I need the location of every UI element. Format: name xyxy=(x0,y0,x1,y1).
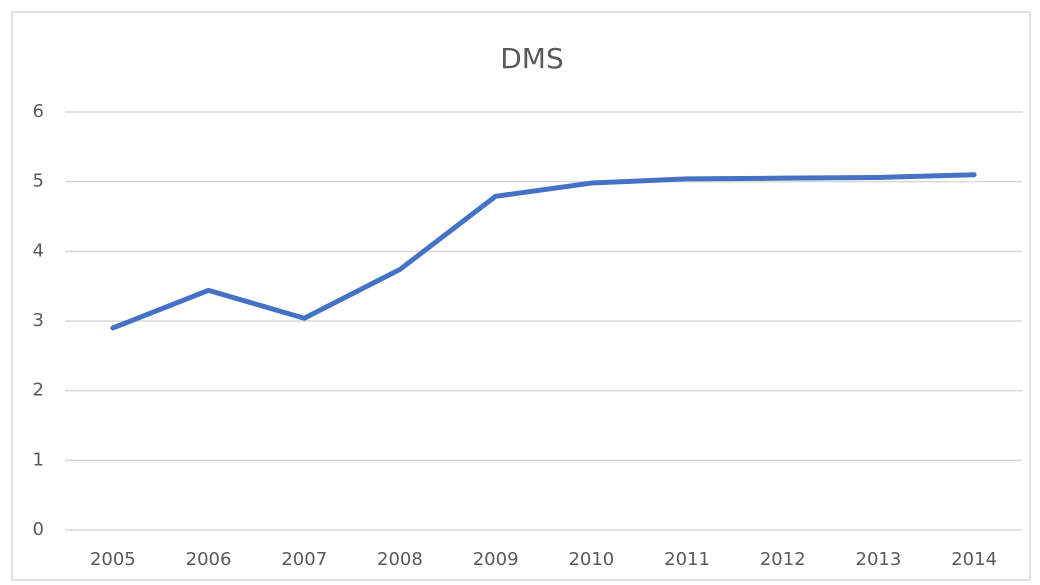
x-tick-label: 2007 xyxy=(281,549,327,570)
y-tick-label: 0 xyxy=(33,519,44,540)
y-tick-label: 6 xyxy=(33,101,44,122)
x-tick-label: 2014 xyxy=(951,549,997,570)
x-tick-label: 2011 xyxy=(664,549,710,570)
x-tick-label: 2010 xyxy=(568,549,614,570)
chart-frame xyxy=(11,11,1031,581)
y-tick-label: 4 xyxy=(33,240,44,261)
chart-title: DMS xyxy=(500,42,564,75)
x-tick-label: 2006 xyxy=(186,549,232,570)
x-tick-label: 2008 xyxy=(377,549,423,570)
data-line xyxy=(110,172,977,331)
x-tick-label: 2012 xyxy=(760,549,806,570)
y-tick-label: 2 xyxy=(33,380,44,401)
x-tick-label: 2013 xyxy=(856,549,902,570)
y-tick-label: 3 xyxy=(33,310,44,331)
y-tick-label: 1 xyxy=(33,449,44,470)
x-tick-label: 2005 xyxy=(90,549,136,570)
x-tick-label: 2009 xyxy=(473,549,519,570)
y-tick-label: 5 xyxy=(33,171,44,192)
